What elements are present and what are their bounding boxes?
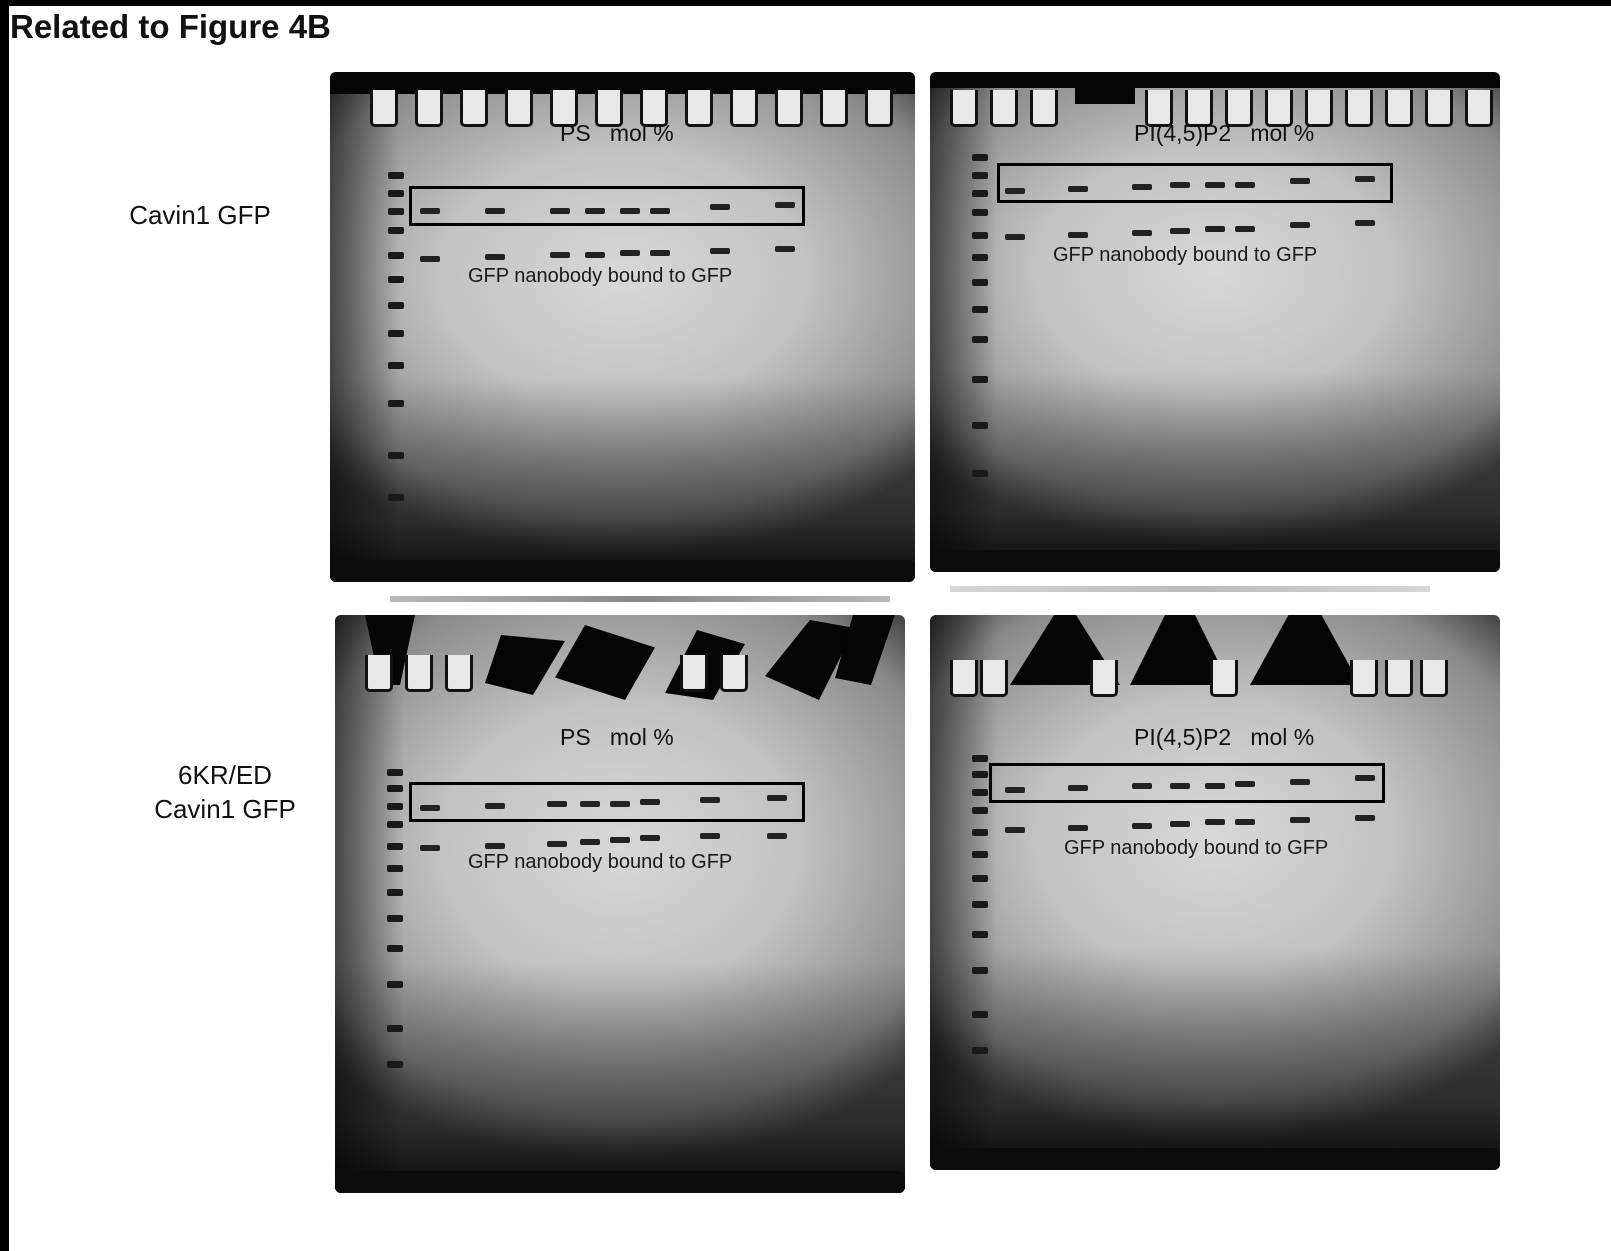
figure-frame-top (0, 0, 1611, 6)
gel-dye-front (930, 550, 1500, 572)
gel-dye-front (330, 560, 915, 582)
gel-wells (330, 72, 915, 142)
gel-wells (335, 615, 905, 715)
highlight-box (409, 782, 805, 822)
gel-bottom-left: PS mol % GFP nanobody bound to GFP (335, 615, 905, 1193)
ladder (388, 172, 404, 502)
gel-dye-front (335, 1171, 905, 1193)
band-annotation: GFP nanobody bound to GFP (468, 851, 733, 873)
ladder (387, 769, 403, 1069)
row-label-top: Cavin1 GFP (110, 198, 290, 232)
row-label-bottom-line2: Cavin1 GFP (154, 794, 296, 824)
ladder (972, 154, 988, 484)
gel-header: PS mol % (560, 724, 674, 750)
figure-frame-left (0, 0, 9, 1251)
band-annotation: GFP nanobody bound to GFP (1053, 244, 1318, 266)
band-annotation: GFP nanobody bound to GFP (1064, 837, 1329, 859)
band-annotation: GFP nanobody bound to GFP (468, 265, 733, 287)
highlight-box (989, 763, 1385, 803)
ladder (972, 755, 988, 1055)
gel-header: PI(4,5)P2 mol % (1134, 120, 1315, 146)
gel-dye-front (930, 1148, 1500, 1170)
gel-header: PI(4,5)P2 mol % (1134, 724, 1315, 750)
gel-header: PS mol % (560, 120, 674, 146)
row-label-bottom: 6KR/ED Cavin1 GFP (135, 758, 315, 826)
row-label-bottom-line1: 6KR/ED (178, 760, 272, 790)
figure-title: Related to Figure 4B (10, 8, 331, 45)
row-label-top-line1: Cavin1 GFP (129, 200, 271, 230)
gel-wells (930, 72, 1500, 142)
highlight-box (997, 163, 1393, 203)
gel-top-right: PI(4,5)P2 mol % GFP nanobody bound to GF… (930, 72, 1500, 572)
gel-edge-streak (390, 596, 890, 602)
gel-wells (930, 615, 1500, 715)
gel-edge-streak (950, 586, 1430, 592)
gel-bottom-right: PI(4,5)P2 mol % GFP nanobody bound to GF… (930, 615, 1500, 1170)
gel-top-left: PS mol % GFP nanobody bound to GFP (330, 72, 915, 582)
highlight-box (409, 186, 805, 226)
